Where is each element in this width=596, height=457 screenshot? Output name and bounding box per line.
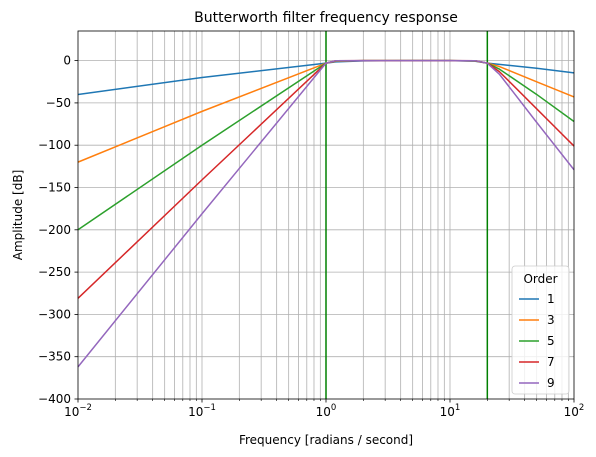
legend-title: Order bbox=[523, 272, 557, 286]
legend-label: 1 bbox=[547, 292, 555, 306]
series-lines bbox=[77, 59, 575, 368]
grid bbox=[78, 31, 574, 399]
y-tick-label: −150 bbox=[38, 181, 71, 195]
y-tick-label: −250 bbox=[38, 265, 71, 279]
y-axis-label: Amplitude [dB] bbox=[11, 170, 25, 261]
x-tick-label: 102 bbox=[564, 403, 585, 419]
y-tick-label: −50 bbox=[46, 96, 71, 110]
x-tick-label: 10−2 bbox=[64, 403, 92, 419]
legend-label: 5 bbox=[547, 334, 555, 348]
legend-label: 7 bbox=[547, 355, 555, 369]
x-axis-label: Frequency [radians / second] bbox=[239, 433, 413, 447]
series-line-order-9 bbox=[77, 59, 575, 368]
y-tick-label: 0 bbox=[63, 54, 71, 68]
legend-label: 9 bbox=[547, 376, 555, 390]
y-tick-label: −100 bbox=[38, 138, 71, 152]
cutoff-lines bbox=[325, 31, 489, 399]
x-tick-label: 101 bbox=[440, 403, 461, 419]
y-tick-label: −350 bbox=[38, 350, 71, 364]
chart-title: Butterworth filter frequency response bbox=[194, 10, 458, 26]
y-tick-label: −300 bbox=[38, 307, 71, 321]
x-tick-label: 10−1 bbox=[188, 403, 216, 419]
y-tick-label: −400 bbox=[38, 392, 71, 406]
y-tick-label: −200 bbox=[38, 223, 71, 237]
x-tick-label: 100 bbox=[316, 403, 337, 419]
legend-label: 3 bbox=[547, 313, 555, 327]
ticks: 10−2 10−1 100 101 102 0 −50 −100 −150 −200 −250 −30… bbox=[38, 54, 584, 419]
legend: Order 1 3 5 7 9 bbox=[511, 265, 570, 395]
